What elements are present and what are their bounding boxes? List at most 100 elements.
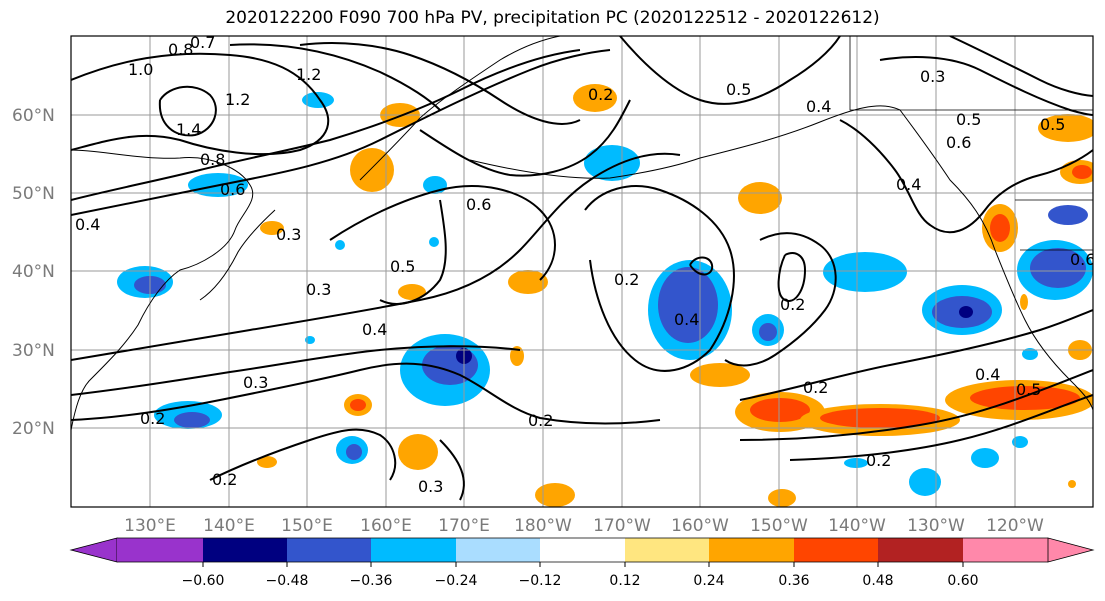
pv-label: 0.5 [1040, 115, 1065, 134]
pv-label: 0.4 [896, 175, 921, 194]
asia-coast [71, 149, 254, 431]
pv-label: 0.2 [780, 295, 805, 314]
lon-label: 170°W [593, 516, 651, 536]
lon-label: 160°W [671, 516, 729, 536]
colorbar-segment [963, 538, 1048, 562]
pos-precip-blob [820, 408, 940, 428]
lon-label: 170°E [438, 516, 490, 536]
pv-contour [739, 309, 1093, 401]
pv-label: 0.4 [674, 310, 699, 329]
pv-label: 0.3 [276, 225, 301, 244]
neg-precip-blob [335, 240, 345, 250]
colorbar-segment [371, 538, 456, 562]
pv-contour [689, 256, 714, 276]
pv-contour [71, 152, 681, 361]
pv-label: 1.2 [296, 65, 321, 84]
border-line [849, 36, 1093, 111]
pos-precip-blob [510, 346, 524, 366]
pos-precip-blob [1072, 165, 1092, 179]
pv-label: 0.2 [528, 411, 553, 430]
pv-contour [949, 36, 1093, 97]
colorbar-tick-label: −0.24 [435, 573, 478, 589]
pv-label: 0.5 [956, 110, 981, 129]
lat-label: 60°N [12, 106, 55, 126]
lon-label: 140°E [203, 516, 255, 536]
pv-label: 0.3 [418, 477, 443, 496]
border-line [1015, 199, 1093, 251]
pos-precip-blob [738, 182, 782, 214]
neg-precip-blob [759, 323, 777, 341]
colorbar-segment [794, 538, 878, 562]
neg-precip-blob [174, 412, 210, 428]
neg-precip-blob [658, 267, 718, 343]
pv-label: 0.2 [212, 470, 237, 489]
pv-contour [879, 56, 1093, 116]
pv-contour [158, 85, 217, 137]
colorbar-tick-label: −0.48 [266, 573, 309, 589]
pv-label: 0.2 [803, 378, 828, 397]
pv-label: 0.3 [243, 373, 268, 392]
pv-label: 0.4 [362, 320, 387, 339]
pv-label: 0.6 [466, 195, 491, 214]
pv-label: 0.2 [140, 409, 165, 428]
pos-precip-blob [970, 386, 1080, 410]
neg-precip-blob [346, 444, 362, 460]
pos-precip-blob [398, 434, 438, 470]
colorbar-segment [203, 538, 287, 562]
neg-precip-blob [429, 237, 439, 247]
lon-label: 180°W [514, 516, 572, 536]
map-frame [70, 35, 1094, 508]
neg-precip-blob [909, 468, 941, 496]
colorbar-segment [540, 538, 625, 562]
pv-label: 0.3 [306, 280, 331, 299]
neg-precip-blob [823, 252, 907, 292]
pv-label: 0.6 [946, 133, 971, 152]
pos-precip-blob [690, 363, 750, 387]
north-america-coast [469, 105, 1093, 411]
longitude-labels: 130°E 140°E 150°E 160°E 170°E 180°W 170°… [124, 516, 1044, 536]
pv-label: 0.7 [190, 33, 215, 52]
pv-label: 0.2 [614, 270, 639, 289]
pos-precip-blob [1038, 114, 1093, 142]
lat-label: 40°N [12, 262, 55, 282]
lon-label: 130°E [124, 516, 176, 536]
pv-label: 0.5 [726, 80, 751, 99]
pv-label: 0.6 [1070, 250, 1095, 269]
pv-contour [584, 185, 735, 372]
pv-label: 1.0 [128, 60, 153, 79]
colorbar-segment [1047, 537, 1095, 563]
pv-contour [724, 232, 837, 367]
pv-label: 0.6 [220, 180, 245, 199]
japan-coast [199, 209, 276, 301]
pos-precip-blob [257, 456, 277, 468]
pv-label: 1.2 [225, 90, 250, 109]
colorbar-tick-label: 0.48 [862, 573, 893, 589]
pv-contour [71, 49, 611, 216]
colorbar-segment [69, 537, 118, 563]
colorbar-segment [878, 538, 963, 562]
pv-label: 0.4 [806, 97, 831, 116]
pv-label: 0.5 [390, 257, 415, 276]
colorbar-tick-label: 0.12 [609, 573, 640, 589]
positive-precip-areas [257, 84, 1093, 507]
pv-contour [439, 439, 465, 501]
negative-precip-areas [117, 92, 1093, 496]
pv-contour [739, 369, 1093, 441]
neg-precip-blob [959, 306, 973, 318]
lat-label: 50°N [12, 184, 55, 204]
lon-label: 140°W [828, 516, 886, 536]
colorbar-segment [456, 538, 540, 562]
pv-contour [71, 52, 330, 156]
colorbar-tick-label: 0.36 [778, 573, 809, 589]
pos-precip-blob [350, 148, 394, 192]
pv-contour [71, 345, 521, 396]
colorbar-tick-label: −0.12 [519, 573, 562, 589]
pv-label: 0.5 [1016, 380, 1041, 399]
colorbar-tick-label: 0.24 [693, 573, 724, 589]
neg-precip-blob [584, 145, 640, 181]
pv-label: 0.2 [588, 85, 613, 104]
pos-precip-blob [573, 84, 617, 112]
colorbar-segment [625, 538, 709, 562]
pos-precip-blob [990, 214, 1010, 242]
